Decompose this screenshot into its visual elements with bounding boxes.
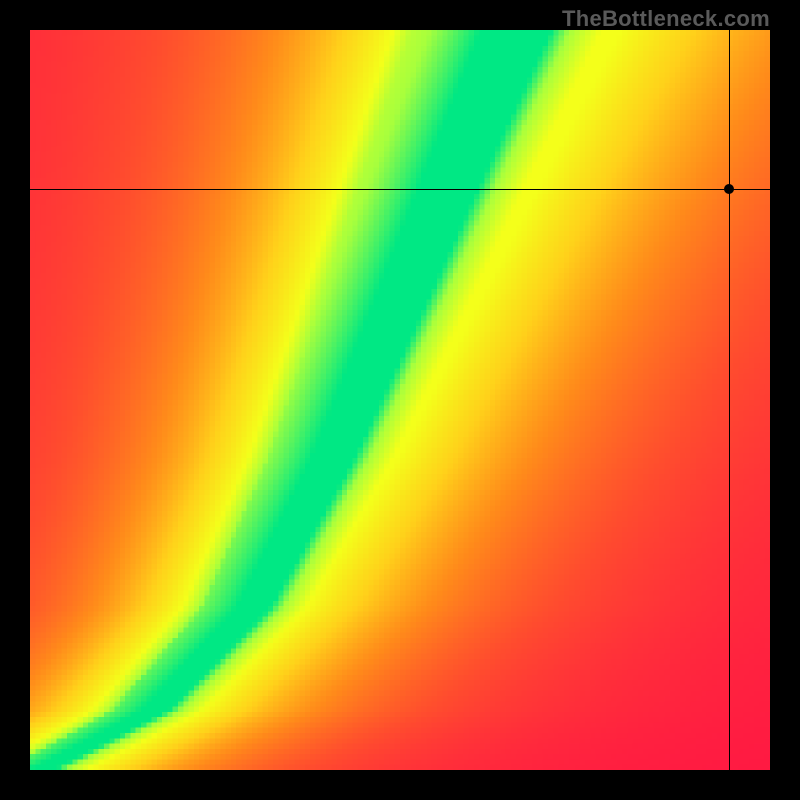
crosshair-horizontal	[30, 189, 770, 190]
watermark-text: TheBottleneck.com	[562, 6, 770, 32]
heatmap-canvas	[30, 30, 770, 770]
crosshair-vertical	[729, 30, 730, 770]
heatmap-plot	[30, 30, 770, 770]
crosshair-marker	[724, 184, 734, 194]
page-container: TheBottleneck.com	[0, 0, 800, 800]
